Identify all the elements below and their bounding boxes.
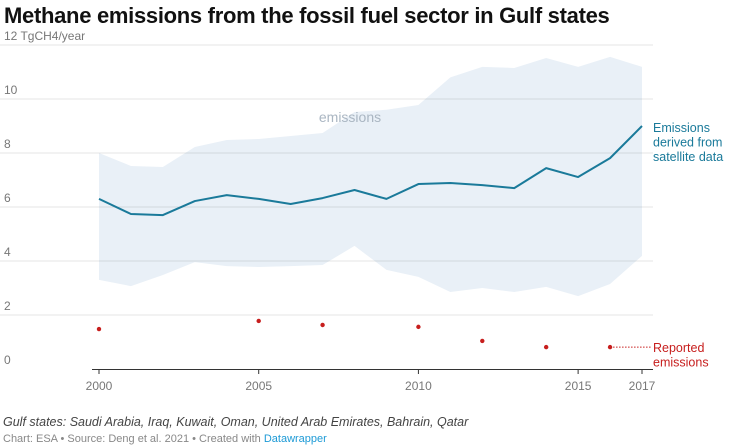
reported-point xyxy=(607,344,613,350)
reported-point xyxy=(543,344,549,350)
band-label: emissions xyxy=(319,109,381,125)
chart-credit: Chart: ESA • Source: Deng et al. 2021 • … xyxy=(3,433,327,445)
datawrapper-link[interactable]: Datawrapper xyxy=(263,433,327,445)
x-tick-label: 2017 xyxy=(629,379,656,393)
reported-label: emissions xyxy=(653,356,709,370)
chart-note: Gulf states: Saudi Arabia, Iraq, Kuwait,… xyxy=(3,415,469,429)
reported-point xyxy=(480,338,485,344)
reported-point xyxy=(256,318,261,324)
line-label: derived from xyxy=(653,136,722,150)
x-tick-label: 2000 xyxy=(86,379,113,393)
credit-text: Chart: ESA • Source: Deng et al. 2021 • … xyxy=(3,433,264,445)
x-tick-label: 2015 xyxy=(565,379,592,393)
satellite-emissions-line xyxy=(98,125,643,217)
x-tick-label: 2005 xyxy=(245,379,272,393)
y-tick-label: 2 xyxy=(4,299,11,313)
reported-point xyxy=(320,322,325,328)
y-tick-label: 6 xyxy=(4,191,11,205)
y-tick-label: 4 xyxy=(4,245,11,259)
uncertainty-band xyxy=(99,56,642,297)
reported-point xyxy=(96,326,102,332)
reported-point xyxy=(416,324,421,330)
y-tick-label: 10 xyxy=(4,83,18,97)
x-tick-label: 2010 xyxy=(405,379,432,393)
chart-title: Methane emissions from the fossil fuel s… xyxy=(4,3,610,28)
reported-label: Reported xyxy=(653,341,704,355)
y-tick-label: 0 xyxy=(4,353,11,367)
y-tick-label: 8 xyxy=(4,137,11,151)
y-tick-label: 12 TgCH4/year xyxy=(4,29,85,43)
line-label: Emissions xyxy=(653,121,710,135)
line-label: satellite data xyxy=(653,150,723,164)
